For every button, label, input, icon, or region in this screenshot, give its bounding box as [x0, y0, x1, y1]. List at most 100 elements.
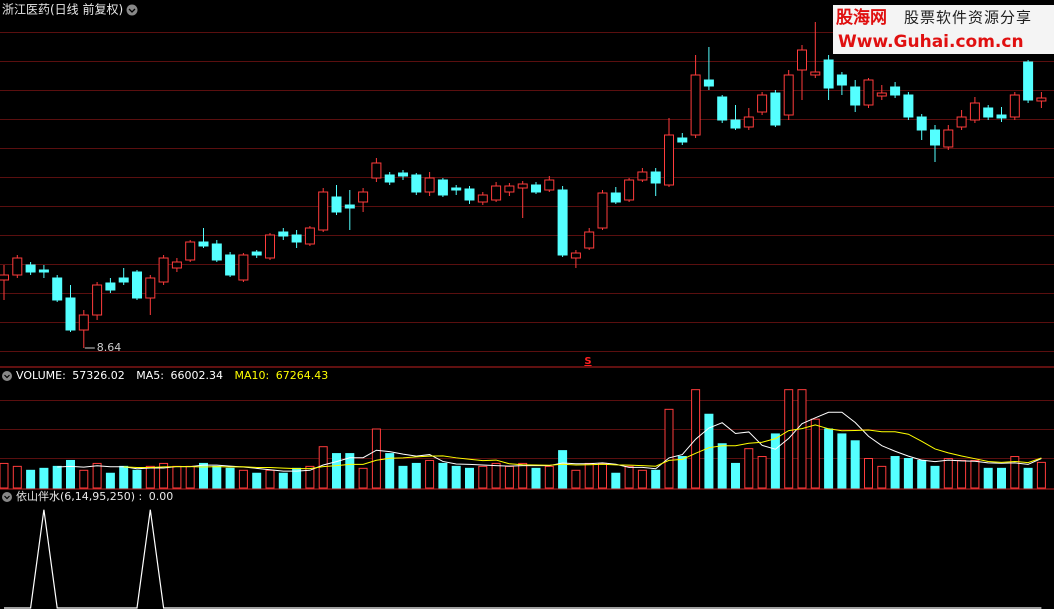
candle-body [916, 116, 927, 131]
legend-value: 67264.43 [276, 369, 329, 382]
volume-bar [584, 462, 594, 489]
candle-body [451, 187, 462, 191]
volume-bar [917, 459, 927, 489]
volume-bar [531, 467, 541, 489]
volume-bar [504, 465, 514, 489]
candle-body [132, 271, 142, 299]
signal-label: S [584, 356, 591, 367]
volume-bar [398, 465, 408, 489]
volume-bar [757, 456, 767, 489]
volume-bar [717, 443, 727, 489]
candle-body [531, 184, 541, 193]
watermark: 股海网 股票软件资源分享 Www.Guhai.com.cn [833, 5, 1054, 54]
volume-bar [651, 469, 661, 489]
candle-body [411, 174, 422, 193]
watermark-box [833, 5, 1054, 54]
volume-bar [345, 453, 355, 489]
volume-bar [664, 408, 674, 489]
candle-body [318, 191, 329, 231]
candle-body [823, 59, 834, 89]
volume-bar [92, 462, 102, 489]
volume-bar [385, 453, 395, 489]
volume-bar [744, 448, 754, 489]
volume-bar [890, 456, 900, 489]
candle-body [437, 179, 448, 196]
volume-bar [478, 465, 488, 489]
volume-bar [850, 440, 860, 489]
candle-body [198, 241, 209, 247]
volume-bar [425, 459, 435, 489]
candle-body [1009, 94, 1020, 118]
menu-icon[interactable] [126, 4, 138, 16]
candle-body [637, 171, 648, 181]
volume-bar [26, 469, 36, 489]
volume-bar [544, 465, 554, 489]
volume-bar [411, 462, 421, 489]
candle-body [996, 114, 1007, 119]
candle-body [12, 257, 23, 276]
volume-bar [358, 467, 368, 489]
candle-body [876, 92, 887, 97]
candle-body [78, 314, 89, 331]
menu-icon-arrow [128, 8, 136, 13]
menu-icon[interactable] [2, 371, 12, 381]
legend-name: MA10: [235, 369, 270, 382]
volume-bar [571, 469, 581, 489]
candle-body [903, 94, 914, 118]
volume-bar [66, 459, 75, 489]
candle-body [743, 116, 754, 128]
candle-body [105, 282, 116, 291]
candle-body [265, 234, 275, 259]
candle-body [331, 196, 342, 213]
volume-bar [1023, 467, 1033, 489]
volume-bar [132, 469, 142, 489]
candle-body [557, 189, 568, 256]
candle-body [384, 174, 395, 183]
candle-body [797, 49, 807, 71]
candle-body [158, 257, 169, 283]
volume-bar [704, 413, 714, 489]
legend-value: 57326.02 [72, 369, 125, 382]
volume-bar [957, 459, 967, 489]
volume-bar [983, 467, 993, 489]
volume-bar [465, 467, 474, 489]
candle-body [398, 172, 408, 177]
chart-title: 浙江医药(日线 前复权) [2, 2, 123, 17]
volume-bar [624, 465, 634, 489]
candle-body [225, 254, 236, 276]
volume-bar [970, 459, 980, 489]
candle-body [52, 277, 63, 301]
volume-bar [438, 462, 448, 489]
candle-body [836, 74, 847, 86]
candle-body [584, 231, 595, 249]
volume-bar [877, 465, 887, 489]
candle-body [185, 241, 196, 261]
candle-body [171, 261, 182, 269]
volume-bar [238, 469, 248, 489]
volume-bar [824, 428, 834, 489]
candle-body [92, 284, 103, 316]
indicator-value: 0.00 [149, 490, 174, 503]
ma-line [123, 424, 1042, 470]
candle-body [597, 192, 608, 229]
watermark-logo: 股海网 [836, 7, 887, 28]
volume-bar [265, 469, 275, 489]
volume-bar [837, 433, 847, 489]
menu-icon[interactable] [2, 492, 12, 502]
volume-bar [119, 465, 129, 489]
watermark-url: Www.Guhai.com.cn [838, 32, 1024, 52]
volume-bar [145, 465, 155, 489]
volume-bar [159, 462, 169, 489]
volume-bar [371, 428, 381, 489]
volume-bar [770, 433, 780, 489]
legend-value: 66002.34 [171, 369, 224, 382]
volume-bar [598, 462, 607, 489]
candle-body [650, 171, 661, 184]
volume-bar [797, 389, 807, 489]
candle-body [703, 79, 714, 87]
candle-body [544, 179, 555, 191]
watermark-slogan: 股票软件资源分享 [904, 9, 1032, 27]
volume-bar [172, 465, 182, 489]
